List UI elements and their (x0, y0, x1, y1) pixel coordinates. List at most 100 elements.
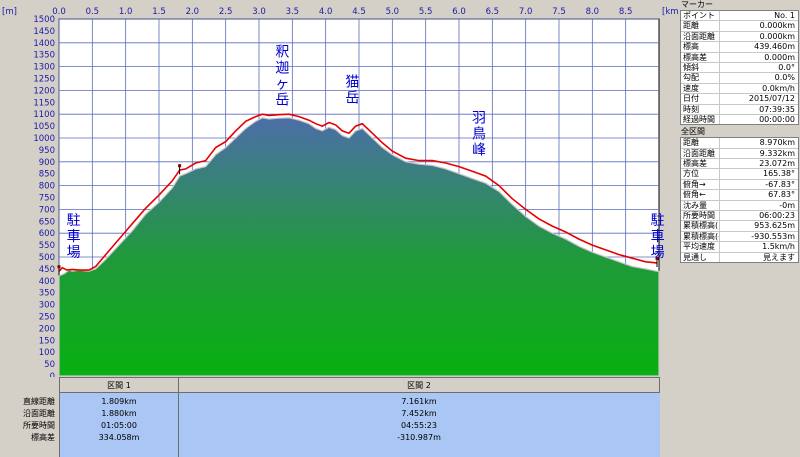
row-label: 見通し (681, 252, 720, 262)
row-label: 方位 (681, 169, 720, 179)
total-panel-row: 方位 165.38° (681, 169, 798, 180)
marker-panel-row: 標高差 0.000m (681, 52, 798, 63)
row-label: 平均速度 (681, 242, 720, 252)
y-tick-label: 1050 (33, 122, 55, 132)
row-label: 所要時間 (681, 211, 720, 221)
y-tick-label: 350 (39, 289, 55, 299)
row-value: 23.072m (759, 159, 795, 169)
row-label: 沈み量 (681, 200, 720, 211)
y-tick-label: 800 (39, 182, 55, 192)
y-tick-label: 1350 (33, 51, 55, 61)
total-panel-row: 見通し 見えます (681, 252, 798, 262)
segment-2-elevation-diff: -310.987m (397, 433, 441, 442)
marker-panel: ポイント No. 1 距離 0.000km 沿面距離 0.000km 標高 439.460m 標… (680, 10, 799, 126)
y-tick-label: 50 (44, 360, 55, 370)
marker-panel-row: 速度 0.0km/h (681, 83, 798, 95)
x-tick-label: 3.5 (286, 7, 300, 17)
row-value: 2015/07/12 (748, 94, 795, 104)
x-tick-label: 6.0 (452, 7, 466, 17)
y-tick-label: 850 (39, 170, 55, 180)
place-label: 羽鳥峰 (472, 111, 486, 159)
row-label: 距離 (681, 138, 720, 148)
x-tick-label: 8.5 (619, 7, 633, 17)
row-value: 67.83° (768, 190, 795, 200)
place-label: 釈迦ヶ岳 (275, 45, 289, 109)
row-value: 0.000km (759, 21, 795, 31)
row-label-surface-distance: 沿面距離 (23, 409, 55, 418)
total-panel-row: 沿面距離 9.332km (681, 148, 798, 160)
y-tick-label: 900 (39, 158, 55, 168)
total-panel-row: 標高差 23.072m (681, 159, 798, 170)
row-label: 時刻 (681, 104, 720, 114)
y-tick-label: 150 (39, 336, 55, 346)
segment-marker-flag[interactable] (178, 164, 182, 168)
marker-panel-row: 勾配 0.0% (681, 73, 798, 84)
row-value: 0.0km/h (762, 83, 795, 93)
marker-panel-title: マーカー (681, 0, 713, 9)
row-value: -67.83° (765, 179, 795, 189)
row-value: 0.0% (774, 73, 795, 83)
marker-panel-row: 経過時間 00:00:00 (681, 114, 798, 125)
row-value: 00:00:00 (759, 114, 795, 124)
place-label: 駐車場 (67, 213, 81, 261)
row-label: 標高差 (681, 52, 720, 62)
row-label: 速度 (681, 83, 720, 94)
marker-panel-row: 日付 2015/07/12 (681, 94, 798, 105)
x-tick-label: 0.0 (52, 7, 66, 17)
row-value: -0m (779, 200, 795, 210)
y-tick-label: 400 (39, 277, 55, 287)
marker-panel-row: 沿面距離 0.000km (681, 31, 798, 43)
segment-2-straight-distance: 7.161km (401, 397, 437, 406)
y-tick-label: 650 (39, 217, 55, 227)
segment-markers (57, 164, 659, 276)
x-tick-label: 1.5 (152, 7, 166, 17)
y-tick-label: 200 (39, 324, 55, 334)
info-sidebar: マーカー ポイント No. 1 距離 0.000km 沿面距離 0.000km 標高 439.… (679, 0, 800, 457)
row-value: 見えます (763, 252, 795, 262)
row-value: 0.000m (764, 52, 795, 62)
row-value: 165.38° (763, 169, 795, 179)
segment-1-surface-distance: 1.880km (101, 409, 137, 418)
segment-header-2[interactable]: 区間 2 (178, 377, 660, 393)
segment-1-straight-distance: 1.809km (101, 397, 137, 406)
y-tick-label: 1400 (33, 39, 55, 49)
y-tick-label: 450 (39, 265, 55, 275)
y-tick-label: 600 (39, 229, 55, 239)
marker-panel-row: 傾斜 0.0° (681, 62, 798, 74)
row-label: 経過時間 (681, 114, 720, 125)
total-panel-row: 平均速度 1.5km/h (681, 242, 798, 253)
y-tick-label: 1450 (33, 27, 55, 37)
row-label: 俯角→ (681, 179, 720, 190)
row-label: 累積標高(-) (683, 231, 720, 242)
x-tick-label: 7.5 (552, 7, 566, 17)
segment-1-elevation-diff: 334.058m (98, 433, 140, 442)
total-panel-row: 所要時間 06:00:23 (681, 211, 798, 222)
y-tick-label: 1300 (33, 63, 55, 73)
y-tick-label: 1250 (33, 75, 55, 85)
y-tick-label: 500 (39, 253, 55, 263)
row-label-elevation-diff: 標高差 (31, 433, 55, 442)
marker-panel-row: 時刻 07:39:35 (681, 104, 798, 115)
segment-marker-flag[interactable] (57, 265, 61, 269)
segment-table: 区間 1 区間 2 直線距離 沿面距離 所要時間 標高差 1.809km 1.8… (0, 377, 660, 457)
x-tick-label: 5.5 (419, 7, 433, 17)
elevation-profile-chart[interactable]: 0.0 0.5 1.0 1.5 2.0 2.5 3.0 3.5 4.0 4.5 5.0 5.5 6.0 6… (0, 0, 679, 377)
row-value: 1.5km/h (762, 242, 795, 252)
row-value: 8.970km (759, 138, 795, 148)
x-tick-label: 0.5 (86, 7, 100, 17)
segment-header-1[interactable]: 区間 1 (59, 377, 179, 393)
y-tick-label: 550 (39, 241, 55, 251)
marker-panel-row: 標高 439.460m (681, 42, 798, 53)
row-label: 沿面距離 (681, 31, 720, 42)
segment-marker-flag[interactable] (655, 256, 659, 260)
place-label: 猫岳 (345, 74, 359, 106)
total-panel-row: 距離 8.970km (681, 138, 798, 149)
y-tick-label: 700 (39, 205, 55, 215)
y-tick-label: 1500 (33, 15, 55, 25)
y-tick-label: 950 (39, 146, 55, 156)
x-tick-label: 2.5 (219, 7, 233, 17)
y-tick-label: 0 (50, 372, 55, 377)
y-tick-label: 1200 (33, 86, 55, 96)
row-value: 06:00:23 (759, 211, 795, 221)
segment-2-duration: 04:55:23 (401, 421, 437, 430)
